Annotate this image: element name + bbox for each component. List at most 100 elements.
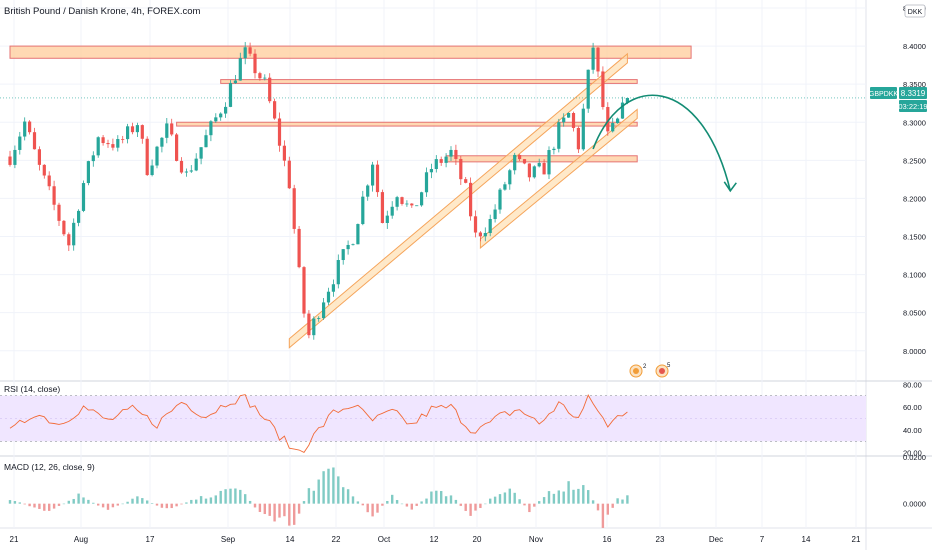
macd-bar [572,489,575,504]
candle-body [155,146,159,166]
macd-bar [62,503,66,505]
candle-body [473,216,478,233]
candle-body [532,166,536,178]
macd-bar [611,503,614,508]
candle-body [228,83,233,107]
macd-bar [567,481,570,504]
resistance-zone[interactable] [176,121,638,127]
candle-body [439,159,443,163]
candle-body [214,117,218,122]
candle-body [478,232,482,237]
macd-bar [351,496,355,504]
resistance-zone[interactable] [220,79,638,84]
candle-body [258,73,262,79]
candle-body [233,80,237,84]
candle-body [116,139,120,148]
macd-title: MACD (12, 26, close, 9) [4,462,95,472]
time-tick-label: Dec [709,535,723,544]
time-axis[interactable]: 21 Aug 17 Sep 14 22 Oct 12 20 Nov 16 23 Dec 7 14 21 [10,535,861,544]
macd-bar [101,503,105,508]
candle-body [366,185,370,197]
candle-body [606,107,610,132]
macd-bar [214,495,217,504]
macd-bar [513,492,516,504]
candlestick-series [0,42,866,340]
event-marker-dividend[interactable]: 5 [655,363,671,378]
candle-body [96,137,100,156]
macd-bar [400,503,404,505]
macd-axis: 0.0200 0.0000 [903,453,926,509]
candle-body [62,220,66,235]
macd-bar [415,503,418,506]
macd-bar [440,491,443,504]
macd-bar [106,503,110,510]
candle-body [42,164,46,176]
candle-body [400,197,404,204]
macd-bar [43,503,46,511]
candle-body [150,165,154,176]
trend-channel[interactable] [479,108,638,249]
projection-curve[interactable] [592,94,732,191]
macd-bar [327,468,330,504]
candle-body [287,160,291,189]
macd-bar [141,498,144,504]
candle-body [356,224,360,245]
macd-bar [508,488,511,504]
macd-bar [454,499,458,504]
candle-body [126,126,130,140]
macd-bar [557,490,560,504]
candle-body [184,171,188,173]
resistance-zone[interactable] [445,155,638,163]
resistance-zone[interactable] [9,45,692,59]
price-tick-label: 8.3500 [903,80,926,89]
macd-bar [244,494,247,504]
candle-body [513,154,517,171]
candle-body [625,97,629,103]
macd-bar [596,503,600,511]
macd-bar [258,503,262,512]
macd-bar [518,499,521,504]
time-tick-label: 14 [286,535,295,544]
symbol-title: British Pound / Danish Krone, 4h, FOREX.… [4,6,201,17]
candle-body [135,125,139,133]
projection-arrowhead[interactable] [723,181,737,193]
macd-bar [38,503,41,509]
price-tag[interactable]: GBPDKK 8.3319 03:22:19 [869,87,928,112]
macd-bar [204,498,208,504]
candle-body [596,47,600,72]
macd-bar [307,488,311,504]
time-tick-label: 21 [10,535,19,544]
candle-body [175,134,179,161]
macd-bar [361,503,364,506]
candle-body [253,53,257,74]
currency-badge[interactable]: DKK [904,4,926,18]
event-marker-earnings[interactable]: 2 [629,364,647,378]
macd-bar [342,487,345,504]
candle-body [121,139,125,140]
time-tick-label: Nov [529,535,543,544]
macd-bar [381,503,384,506]
candle-body [346,244,350,250]
candle-body [47,175,51,187]
macd-bar [52,503,56,509]
macd-bar [386,500,389,504]
candle-body [567,113,571,118]
price-tick-label: 8.2500 [903,156,926,165]
candle-body [571,113,576,128]
macd-bar [170,503,173,509]
macd-bar [503,492,507,504]
macd-bar [13,501,17,504]
candle-body [518,154,522,160]
macd-bar [464,503,467,511]
candle-body [106,143,110,145]
candle-body [420,192,424,206]
candle-body [547,150,551,175]
rsi-series [9,394,628,453]
macd-bar [28,503,31,507]
candle-body [28,121,32,133]
candle-body [238,58,242,81]
macd-bar [180,503,183,505]
resistance-zones[interactable] [9,45,692,163]
projection-arrow[interactable] [592,94,737,193]
